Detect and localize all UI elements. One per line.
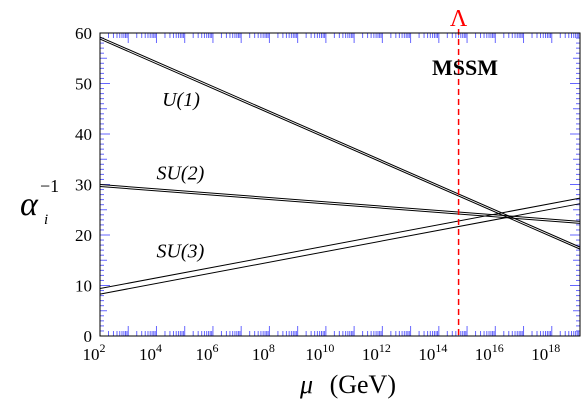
curve-su3 (99, 197, 581, 290)
y-axis-title: α −1 i (20, 176, 59, 228)
curve-u1 (99, 38, 581, 250)
curve-label-su3: SU(3) (156, 241, 204, 263)
plot-frame (99, 32, 581, 337)
svg-text:μ (GeV): μ (GeV) (299, 370, 396, 399)
curve-label-su2: SU(2) (156, 162, 204, 184)
lambda-marker-group: Λ (450, 6, 468, 336)
x-tick-label: 102 (83, 341, 106, 364)
curve-su3 (99, 203, 581, 295)
curve-su2 (99, 184, 581, 222)
y-axis-subscript: i (44, 212, 48, 228)
curves (99, 36, 581, 295)
x-tick-label: 1016 (475, 341, 504, 364)
y-tick-label: 0 (84, 327, 93, 346)
y-tick-label: 50 (75, 75, 92, 94)
x-tick-label: 1012 (362, 341, 391, 364)
model-label: MSSM (432, 55, 498, 80)
x-tick-label: 106 (195, 341, 218, 364)
x-tick-label: 1014 (418, 341, 447, 364)
axis-ticks (99, 32, 580, 337)
x-tick-label: 108 (252, 341, 275, 364)
y-tick-label: 10 (75, 277, 92, 296)
x-tick-label: 1018 (531, 341, 560, 364)
y-axis-symbol: α (20, 186, 39, 223)
y-tick-label: 40 (75, 125, 92, 144)
y-tick-label: 60 (75, 24, 92, 43)
x-axis-title: μ (GeV) (299, 370, 396, 399)
x-axis-unit: (GeV) (330, 370, 396, 399)
y-axis-superscript: −1 (40, 176, 59, 196)
lambda-marker-label: Λ (450, 6, 468, 32)
curve-su2 (99, 186, 581, 224)
tick-labels: 0 10 20 30 40 50 60 102 104 106 108 1010 1012 1014 101… (75, 24, 560, 364)
x-axis-symbol: μ (299, 370, 313, 399)
y-tick-label: 20 (75, 226, 92, 245)
curve-label-u1: U(1) (162, 89, 200, 111)
curve-u1 (99, 36, 581, 248)
x-tick-label: 104 (139, 341, 162, 364)
y-tick-label: 30 (75, 176, 92, 195)
x-tick-label: 1010 (305, 341, 334, 364)
